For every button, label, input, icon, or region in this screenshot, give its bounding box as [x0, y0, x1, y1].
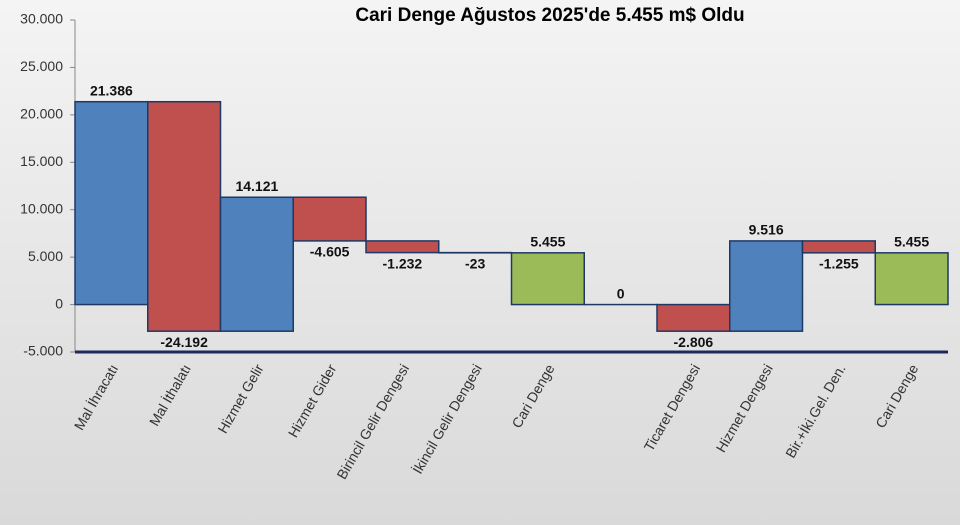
bar [510, 252, 585, 306]
value-label: -1.255 [819, 256, 859, 272]
value-label: -1.232 [383, 255, 423, 271]
y-tick-label: -5.000 [23, 343, 63, 359]
y-tick-label: 15.000 [20, 153, 63, 169]
y-tick-label: 25.000 [20, 58, 63, 74]
bar [365, 240, 440, 254]
bar [74, 100, 149, 306]
value-label: -4.605 [310, 244, 350, 260]
value-label: -24.192 [160, 334, 208, 350]
y-tick-label: 10.000 [20, 200, 63, 216]
value-label: 9.516 [749, 222, 784, 238]
bar [147, 100, 222, 332]
bar [874, 252, 949, 306]
y-tick-label: 0 [55, 295, 63, 311]
y-tick-label: 5.000 [28, 248, 63, 264]
bar [219, 196, 294, 332]
chart-title: Cari Denge Ağustos 2025'de 5.455 m$ Oldu [355, 5, 744, 26]
value-label: -2.806 [674, 334, 714, 350]
value-label: 21.386 [90, 82, 133, 98]
y-tick-label: 30.000 [20, 11, 63, 27]
value-label: 14.121 [235, 178, 278, 194]
value-label: 5.455 [530, 234, 565, 250]
value-label: -23 [465, 256, 485, 272]
value-label: 5.455 [894, 234, 929, 250]
y-tick-label: 20.000 [20, 106, 63, 122]
bar [292, 196, 367, 242]
bar [656, 303, 731, 332]
bar [801, 240, 876, 254]
bar [729, 240, 804, 332]
value-label: 0 [617, 285, 625, 301]
